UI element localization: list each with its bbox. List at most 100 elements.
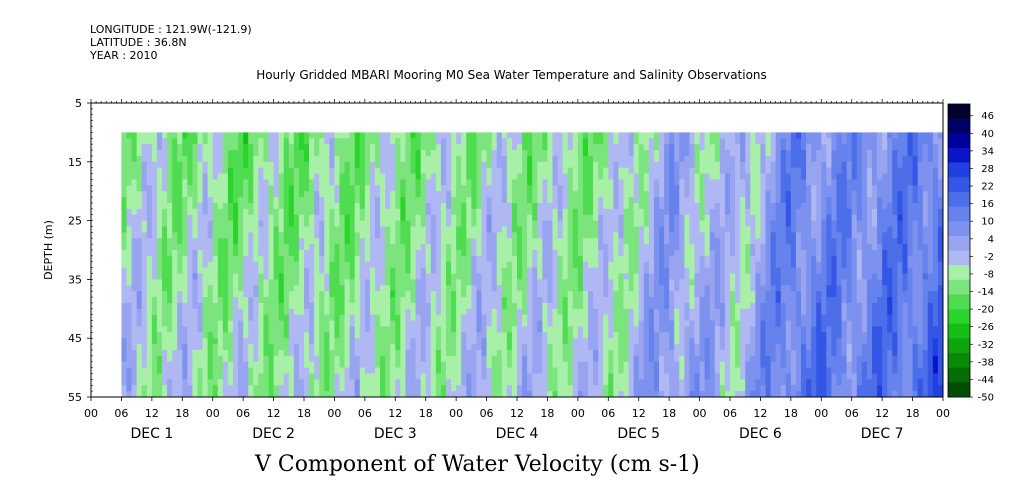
- heatmap-cell: [588, 138, 594, 145]
- heatmap-cell: [238, 238, 244, 245]
- heatmap-cell: [390, 232, 396, 239]
- heatmap-cell: [273, 320, 280, 327]
- heatmap-cell: [187, 155, 193, 163]
- heatmap-cell: [217, 185, 224, 192]
- heatmap-cell: [177, 244, 183, 251]
- heatmap-cell: [141, 191, 148, 198]
- heatmap-cell: [192, 267, 198, 274]
- heatmap-cell: [648, 214, 655, 221]
- heatmap-cell: [451, 138, 457, 145]
- heatmap-cell: [380, 349, 386, 357]
- heatmap-cell: [425, 232, 432, 239]
- heatmap-cell: [278, 220, 285, 227]
- heatmap-cell: [532, 273, 538, 280]
- heatmap-cell: [527, 291, 533, 298]
- heatmap-cell: [664, 355, 670, 363]
- heatmap-cell: [461, 338, 467, 345]
- heatmap-cell: [309, 244, 315, 251]
- heatmap-cell: [481, 202, 487, 210]
- heatmap-cell: [628, 226, 635, 233]
- heatmap-cell: [506, 373, 513, 380]
- heatmap-cell: [430, 302, 437, 310]
- heatmap-cell: [390, 285, 396, 292]
- heatmap-cell: [304, 150, 310, 157]
- heatmap-cell: [603, 155, 609, 163]
- heatmap-cell: [278, 244, 285, 251]
- heatmap-cell: [298, 255, 305, 263]
- heatmap-cell: [623, 138, 629, 145]
- heatmap-cell: [131, 238, 138, 245]
- heatmap-cell: [557, 144, 564, 151]
- heatmap-cell: [593, 267, 599, 274]
- heatmap-cell: [501, 155, 508, 163]
- heatmap-cell: [593, 197, 599, 204]
- heatmap-cell: [491, 179, 498, 186]
- heatmap-cell: [511, 279, 518, 286]
- heatmap-cell: [324, 155, 330, 163]
- heatmap-cell: [633, 261, 640, 269]
- heatmap-cell: [486, 379, 493, 386]
- heatmap-cell: [481, 226, 487, 233]
- heatmap-cell: [481, 161, 487, 169]
- heatmap-cell: [679, 232, 685, 239]
- heatmap-cell: [440, 167, 447, 174]
- heatmap-cell: [557, 308, 564, 316]
- heatmap-cell: [136, 161, 143, 169]
- heatmap-cell: [456, 385, 462, 392]
- heatmap-cell: [400, 308, 406, 316]
- heatmap-cell: [608, 267, 614, 274]
- heatmap-cell: [593, 185, 599, 192]
- heatmap-cell: [268, 255, 274, 263]
- heatmap-cell: [456, 255, 462, 263]
- heatmap-cell: [298, 238, 305, 245]
- heatmap-cell: [298, 167, 305, 174]
- heatmap-cell: [156, 202, 163, 210]
- heatmap-cell: [238, 332, 244, 339]
- heatmap-cell: [349, 138, 356, 145]
- heatmap-cell: [268, 132, 274, 139]
- heatmap-cell: [187, 314, 193, 321]
- heatmap-cell: [375, 267, 381, 274]
- heatmap-cell: [329, 314, 335, 321]
- heatmap-cell: [415, 291, 422, 298]
- heatmap-cell: [593, 173, 599, 180]
- heatmap-cell: [415, 161, 422, 169]
- heatmap-cell: [349, 391, 356, 398]
- heatmap-cell: [278, 132, 285, 139]
- heatmap-cell: [648, 391, 655, 398]
- heatmap-cell: [217, 220, 224, 227]
- heatmap-cell: [395, 338, 401, 345]
- heatmap-cell: [446, 138, 452, 145]
- heatmap-cell: [329, 320, 335, 327]
- heatmap-cell: [156, 144, 163, 151]
- heatmap-cell: [517, 161, 523, 169]
- heatmap-cell: [375, 273, 381, 280]
- heatmap-cell: [588, 367, 594, 374]
- heatmap-cell: [243, 232, 249, 239]
- heatmap-cell: [562, 379, 569, 386]
- heatmap-cell: [288, 314, 295, 321]
- heatmap-cell: [405, 308, 411, 316]
- heatmap-cell: [517, 385, 523, 392]
- heatmap-cell: [552, 314, 558, 321]
- heatmap-cell: [653, 273, 660, 280]
- heatmap-cell: [217, 314, 224, 321]
- heatmap-cell: [506, 232, 513, 239]
- heatmap-cell: [633, 150, 640, 157]
- heatmap-cell: [162, 238, 168, 245]
- heatmap-cell: [527, 285, 533, 292]
- heatmap-cell: [542, 373, 548, 380]
- heatmap-cell: [309, 255, 315, 263]
- heatmap-cell: [633, 238, 640, 245]
- heatmap-cell: [440, 391, 447, 398]
- heatmap-cell: [364, 291, 371, 298]
- heatmap-cell: [167, 320, 173, 327]
- heatmap-cell: [643, 161, 650, 169]
- heatmap-cell: [172, 197, 178, 204]
- heatmap-cell: [577, 220, 584, 227]
- heatmap-cell: [648, 167, 655, 174]
- heatmap-cell: [349, 267, 356, 274]
- heatmap-cell: [207, 132, 214, 139]
- heatmap-cell: [319, 355, 325, 363]
- heatmap-cell: [653, 132, 660, 139]
